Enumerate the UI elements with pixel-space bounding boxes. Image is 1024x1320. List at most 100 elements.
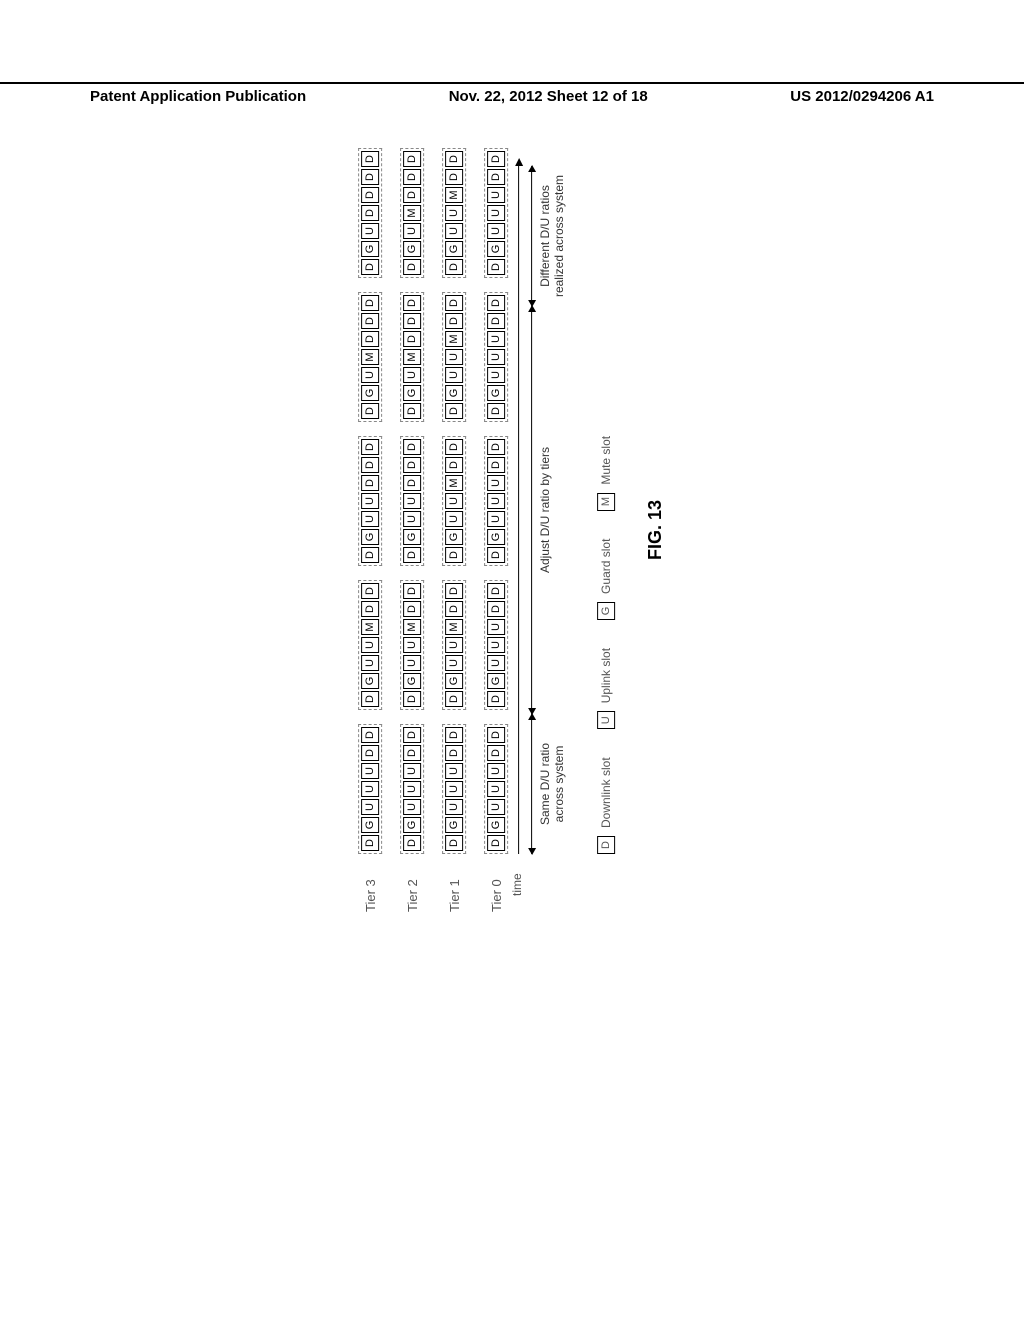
slot: U — [361, 655, 379, 671]
frame: DGUMDDD — [400, 148, 424, 278]
frame: DGUMDDD — [400, 292, 424, 422]
time-axis-line — [518, 164, 519, 854]
slot: M — [403, 349, 421, 365]
figure-caption: FIG. 13 — [645, 148, 666, 912]
legend: DDownlink slotUUplink slotGGuard slotMMu… — [597, 148, 615, 854]
slot: D — [361, 259, 379, 275]
section-text-line1: Different D/U ratios — [538, 166, 552, 306]
slot: U — [361, 367, 379, 383]
slot: U — [403, 367, 421, 383]
time-axis-label: time — [510, 873, 524, 896]
slot: D — [361, 745, 379, 761]
frame: DGUUUDD — [442, 724, 466, 854]
frame: DGUUMDD — [442, 580, 466, 710]
slot: G — [361, 817, 379, 833]
slot: D — [487, 691, 505, 707]
slot: U — [403, 763, 421, 779]
slot: G — [361, 385, 379, 401]
slot: D — [487, 583, 505, 599]
slot: U — [445, 223, 463, 239]
slot: D — [445, 403, 463, 419]
frame: DGUUUDD — [400, 724, 424, 854]
slot: D — [403, 727, 421, 743]
tier-row: Tier 3DGUUUDDDGUUMDDDGUUDDDDGUMDDDDGUDDD… — [358, 148, 382, 912]
frame: DGUUDDD — [358, 436, 382, 566]
slot: D — [361, 457, 379, 473]
slot: D — [487, 313, 505, 329]
slot: D — [403, 601, 421, 617]
slot: D — [445, 745, 463, 761]
legend-label: Mute slot — [599, 436, 613, 485]
slot: D — [445, 601, 463, 617]
frame: DGUUMDD — [442, 292, 466, 422]
legend-item: GGuard slot — [597, 539, 615, 620]
section-text-line2: realized across system — [553, 166, 567, 306]
slot: M — [445, 619, 463, 635]
slot: U — [487, 349, 505, 365]
slot: M — [361, 619, 379, 635]
slot: U — [445, 763, 463, 779]
slot: U — [487, 763, 505, 779]
slot: G — [403, 385, 421, 401]
tier-frames: DGUUUDDDGUUMDDDGUUMDDDGUUMDDDGUUMDD — [442, 148, 466, 854]
slot: D — [487, 745, 505, 761]
frame: DGUUMDD — [358, 580, 382, 710]
slot: D — [487, 457, 505, 473]
legend-item: M Mute slot — [597, 436, 615, 511]
slot: D — [361, 403, 379, 419]
slot: U — [361, 781, 379, 797]
slot: M — [445, 187, 463, 203]
slot: U — [487, 475, 505, 491]
slot: D — [361, 475, 379, 491]
slot: D — [361, 151, 379, 167]
slot: D — [361, 331, 379, 347]
slot: U — [361, 493, 379, 509]
slot: U — [403, 781, 421, 797]
frame: DGUUUDD — [484, 724, 508, 854]
slot: M — [445, 331, 463, 347]
slot: D — [403, 331, 421, 347]
legend-label: Guard slot — [599, 539, 613, 594]
slot: G — [487, 385, 505, 401]
slot: D — [361, 583, 379, 599]
slot: D — [487, 151, 505, 167]
slot: U — [487, 205, 505, 221]
slot: U — [403, 493, 421, 509]
header-left: Patent Application Publication — [90, 88, 306, 105]
slot: U — [403, 223, 421, 239]
frame: DGUUUDD — [484, 292, 508, 422]
slot: G — [445, 673, 463, 689]
section: Adjust D/U ratio by tiers — [531, 306, 567, 714]
slot: G — [487, 529, 505, 545]
slot: D — [445, 547, 463, 563]
slot: G — [445, 241, 463, 257]
page-header: Patent Application Publication Nov. 22, … — [0, 82, 1024, 105]
slot: U — [487, 223, 505, 239]
slot: D — [445, 439, 463, 455]
frame: DGUMDDD — [358, 292, 382, 422]
slot: D — [487, 601, 505, 617]
slot: D — [361, 601, 379, 617]
slot: U — [487, 637, 505, 653]
legend-box: M — [597, 493, 615, 511]
slot: D — [487, 169, 505, 185]
slot: D — [361, 691, 379, 707]
slot: D — [403, 151, 421, 167]
slot: G — [361, 241, 379, 257]
tier-frames: DGUUUDDDGUUUDDDGUUUDDDGUUUDDDGUUUDD — [484, 148, 508, 854]
slot: U — [487, 493, 505, 509]
slot: U — [445, 637, 463, 653]
slot: U — [487, 331, 505, 347]
slot: D — [445, 151, 463, 167]
slot: D — [403, 313, 421, 329]
frame: DGUUUDD — [358, 724, 382, 854]
section-bars: Same D/U ratioacross systemAdjust D/U ra… — [531, 148, 567, 854]
tier-row: Tier 1DGUUUDDDGUUMDDDGUUMDDDGUUMDDDGUUMD… — [442, 148, 466, 912]
slot: D — [487, 439, 505, 455]
slot: D — [445, 835, 463, 851]
slot: D — [403, 169, 421, 185]
slot: G — [361, 673, 379, 689]
legend-label: Downlink slot — [599, 757, 613, 828]
slot: U — [487, 619, 505, 635]
slot: G — [445, 385, 463, 401]
